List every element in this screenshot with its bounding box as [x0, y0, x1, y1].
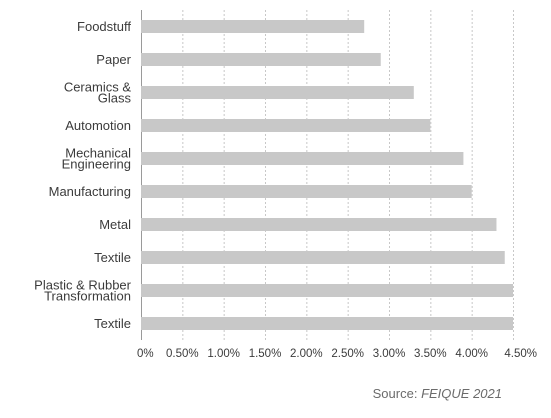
x-tick-label: 1.00% [207, 348, 240, 360]
source-note: Source: FEIQUE 2021 [373, 386, 502, 401]
bar [141, 284, 513, 297]
x-tick-label: 0% [137, 348, 154, 360]
category-label: Foodstuff [77, 19, 131, 34]
x-tick-label: 2.00% [290, 348, 323, 360]
category-label: Textile [94, 250, 131, 265]
category-label: Ceramics & [64, 80, 132, 95]
bar [141, 119, 431, 132]
category-label: Plastic & Rubber [34, 278, 131, 293]
bar [141, 185, 472, 198]
category-label: Mechanical [65, 146, 131, 161]
category-label: Metal [99, 217, 131, 232]
category-label: Glass [98, 91, 132, 106]
bar [141, 20, 365, 33]
category-label: Textile [94, 316, 131, 331]
x-tick-label: 4.50% [504, 348, 537, 360]
source-prefix: Source: [372, 386, 422, 401]
bar [141, 152, 464, 165]
x-tick-label: 3.50% [414, 348, 447, 360]
source-name: FEIQUE 2021 [421, 386, 502, 401]
bar [141, 317, 513, 330]
x-tick-label: 3.00% [373, 348, 406, 360]
x-tick-label: 2.50% [331, 348, 364, 360]
x-tick-label: 1.50% [249, 348, 282, 360]
category-label: Paper [96, 52, 131, 67]
x-tick-label: 0.50% [166, 348, 199, 360]
category-label: Manufacturing [49, 184, 131, 199]
category-label: Automotion [65, 118, 131, 133]
bar [141, 218, 497, 231]
bar [141, 86, 414, 99]
category-label: Transformation [44, 289, 131, 304]
category-label: Engineering [62, 157, 131, 172]
x-tick-label: 4.00% [455, 348, 488, 360]
bar [141, 53, 381, 66]
bar [141, 251, 505, 264]
